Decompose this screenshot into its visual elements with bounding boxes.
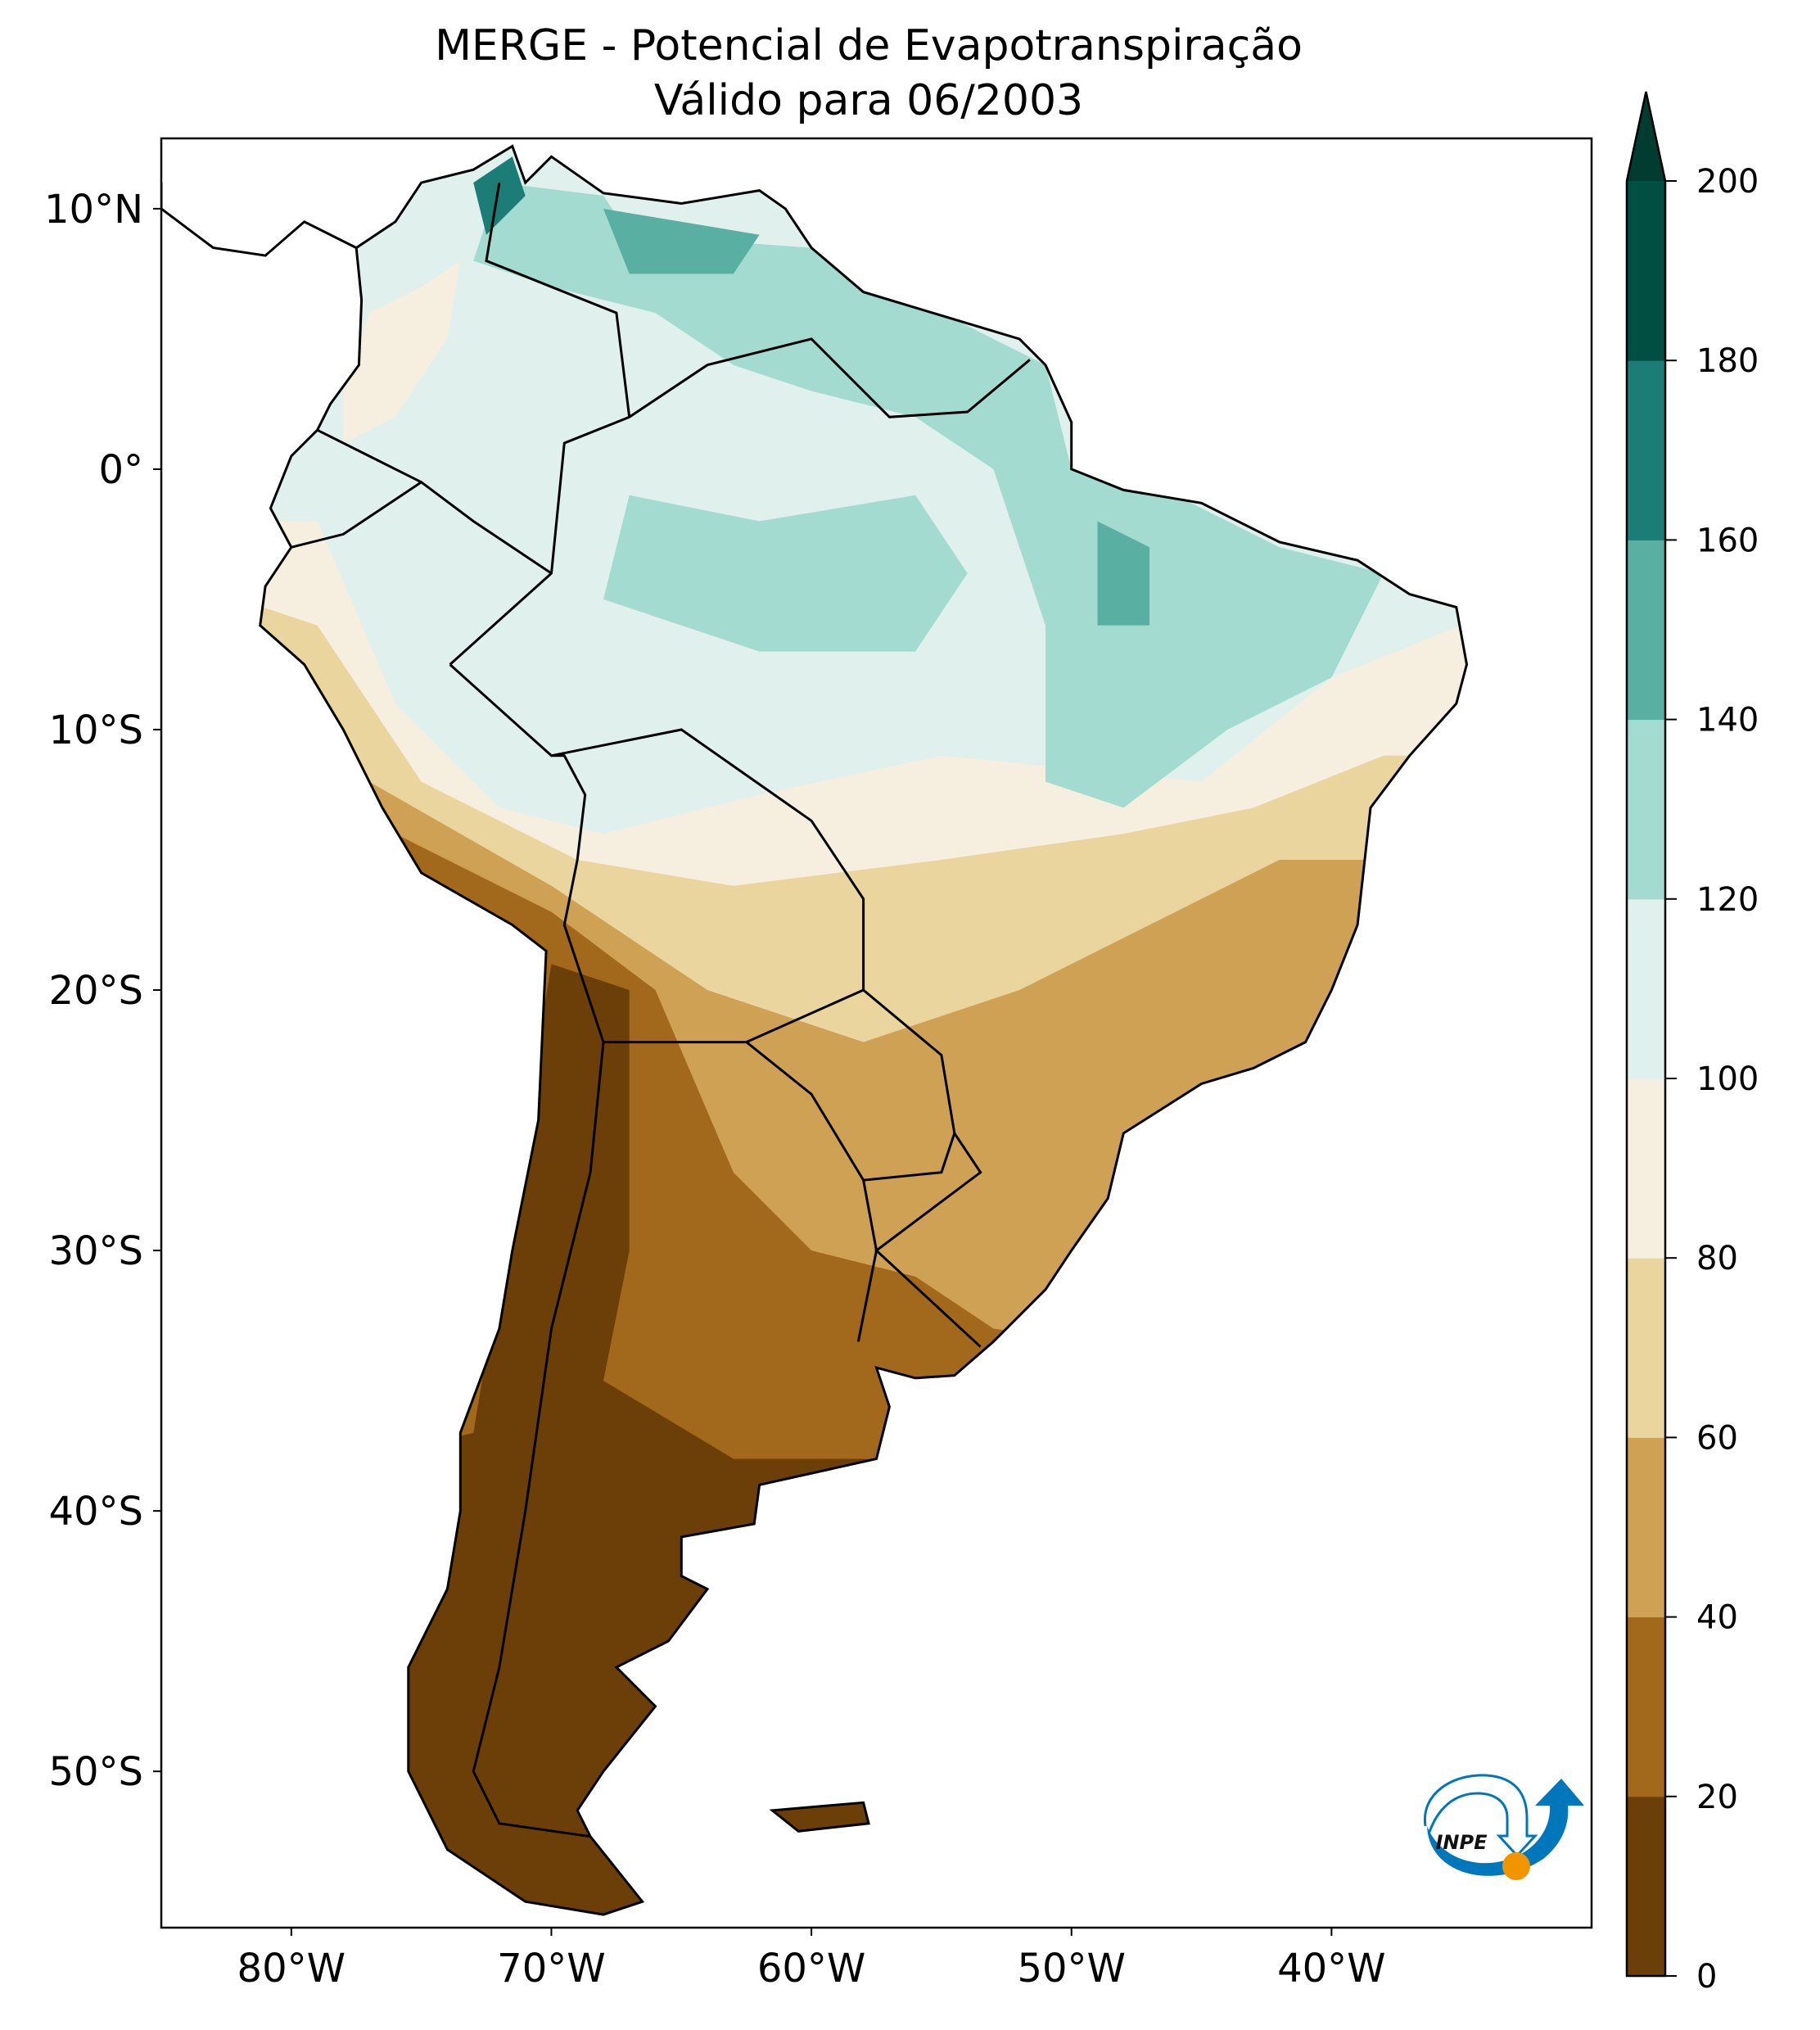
colorbar-label: 140 <box>1696 702 1759 739</box>
country-border-6 <box>551 754 587 925</box>
x-tick-label: 60°W <box>757 1946 866 1992</box>
coastline <box>259 144 1469 1916</box>
colorbar-label: 80 <box>1696 1240 1738 1277</box>
colorbar-label: 180 <box>1696 342 1759 380</box>
y-tick-label: 40°S <box>48 1489 143 1535</box>
contour-160-180 <box>473 156 526 235</box>
colorbar-label: 100 <box>1696 1060 1759 1098</box>
colorbar-segment-20-40 <box>1627 1616 1665 1797</box>
logo-sun <box>1502 1852 1530 1880</box>
contour-fills <box>260 146 1467 1915</box>
colorbar: 0 20 40 60 80 100 120 140 160 180 200 <box>1625 91 1759 1996</box>
colorbar-label: 120 <box>1696 881 1759 919</box>
country-border-4 <box>316 428 422 484</box>
country-border-0 <box>472 925 605 1838</box>
contour-120-140 <box>473 183 1384 808</box>
x-tick-label: 80°W <box>237 1946 346 1992</box>
colorbar-segment-40-60 <box>1627 1437 1665 1618</box>
colorbar-segment-180-200 <box>1627 181 1665 361</box>
falkland-islands <box>769 1801 870 1833</box>
map-frame <box>160 137 1593 1929</box>
colorbar-outline <box>1625 91 1667 1978</box>
colorbar-segment-160-180 <box>1627 360 1665 540</box>
colorbar-segment-80-100 <box>1627 1078 1665 1259</box>
inpe-logo: INPE <box>1423 1774 1584 1880</box>
logo-text: INPE <box>1436 1831 1488 1854</box>
colorbar-segment-140-160 <box>1627 540 1665 721</box>
central-america-coast <box>161 183 357 257</box>
y-axis-ticks: 10°N 0° 10°S 20°S 30°S 40°S 50°S <box>44 187 161 1795</box>
borders <box>161 144 1469 1916</box>
y-tick-label: 50°S <box>48 1749 143 1795</box>
contour-140-160 <box>603 208 760 274</box>
colorbar-label: 60 <box>1696 1419 1738 1457</box>
colorbar-segment-100-120 <box>1627 898 1665 1079</box>
logo-arrow-outline <box>1423 1774 1538 1858</box>
contour-140-160 <box>1097 521 1149 626</box>
colorbar-extend-arrow <box>1627 92 1665 181</box>
x-tick-label: 70°W <box>497 1946 606 1992</box>
colorbar-label: 40 <box>1696 1599 1738 1637</box>
x-tick-label: 50°W <box>1017 1946 1126 1992</box>
y-tick-label: 20°S <box>48 968 143 1014</box>
x-axis-ticks: 80°W 70°W 60°W 50°W 40°W <box>237 1928 1386 1992</box>
title-line-1: MERGE - Potencial de Evapotranspiração <box>435 21 1303 70</box>
y-tick-label: 10°N <box>44 187 143 233</box>
country-border-2 <box>449 337 1031 666</box>
colorbar-label: 20 <box>1696 1779 1738 1816</box>
x-tick-label: 40°W <box>1277 1946 1386 1992</box>
contour-120-140 <box>603 495 968 652</box>
country-border-9 <box>856 1179 878 1342</box>
y-tick-label: 10°S <box>48 708 143 753</box>
colorbar-label: 160 <box>1696 522 1759 559</box>
country-border-7 <box>603 988 865 1044</box>
y-tick-label: 30°S <box>48 1228 143 1274</box>
colorbar-segment-60-80 <box>1627 1258 1665 1438</box>
colorbar-label: 200 <box>1696 163 1759 201</box>
title-line-2: Válido para 06/2003 <box>654 76 1083 125</box>
colorbar-segment-120-140 <box>1627 719 1665 900</box>
map-area <box>160 137 1593 1929</box>
y-tick-label: 0° <box>98 447 143 493</box>
country-border-5 <box>485 182 631 418</box>
colorbar-label: 0 <box>1696 1958 1717 1996</box>
colorbar-segment-0-20 <box>1627 1796 1665 1977</box>
contour-80-100 <box>343 260 461 444</box>
logo-swoosh <box>1427 1779 1584 1876</box>
